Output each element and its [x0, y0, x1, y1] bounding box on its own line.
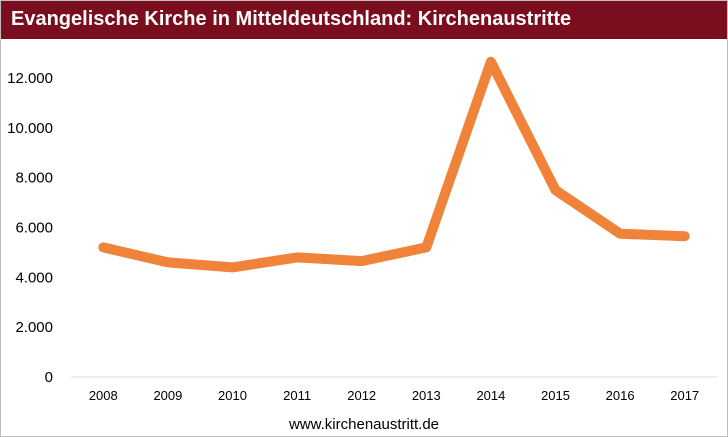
x-tick-label: 2008 [89, 388, 118, 403]
x-tick-label: 2015 [541, 388, 570, 403]
data-point [165, 260, 170, 265]
y-tick-label: 6.000 [15, 220, 53, 237]
source-url: www.kirchenaustritt.de [288, 416, 440, 433]
x-tick-label: 2016 [606, 388, 635, 403]
y-tick-label: 12.000 [7, 70, 53, 87]
y-tick-label: 0 [45, 369, 53, 386]
y-tick-label: 8.000 [15, 170, 53, 187]
data-point [553, 188, 558, 193]
x-tick-label: 2012 [347, 388, 376, 403]
data-point [295, 255, 300, 260]
series-line [98, 56, 690, 273]
title-bar: Evangelische Kirche in Mitteldeutschland… [1, 1, 727, 39]
data-point [230, 265, 235, 270]
data-point [488, 59, 493, 64]
x-tick-label: 2010 [218, 388, 247, 403]
chart-title: Evangelische Kirche in Mitteldeutschland… [11, 8, 572, 30]
data-point [682, 234, 687, 239]
y-tick-label: 4.000 [15, 269, 53, 286]
x-tick-label: 2017 [670, 388, 699, 403]
data-point [424, 245, 429, 250]
x-tick-label: 2011 [283, 388, 311, 403]
y-tick-label: 10.000 [7, 120, 53, 137]
x-tick-label: 2009 [153, 388, 182, 403]
y-tick-label: 2.000 [15, 319, 53, 336]
data-point [618, 231, 623, 236]
x-tick-label: 2013 [412, 388, 441, 403]
data-point [359, 259, 364, 264]
data-point [101, 245, 106, 250]
x-tick-label: 2014 [476, 388, 505, 403]
